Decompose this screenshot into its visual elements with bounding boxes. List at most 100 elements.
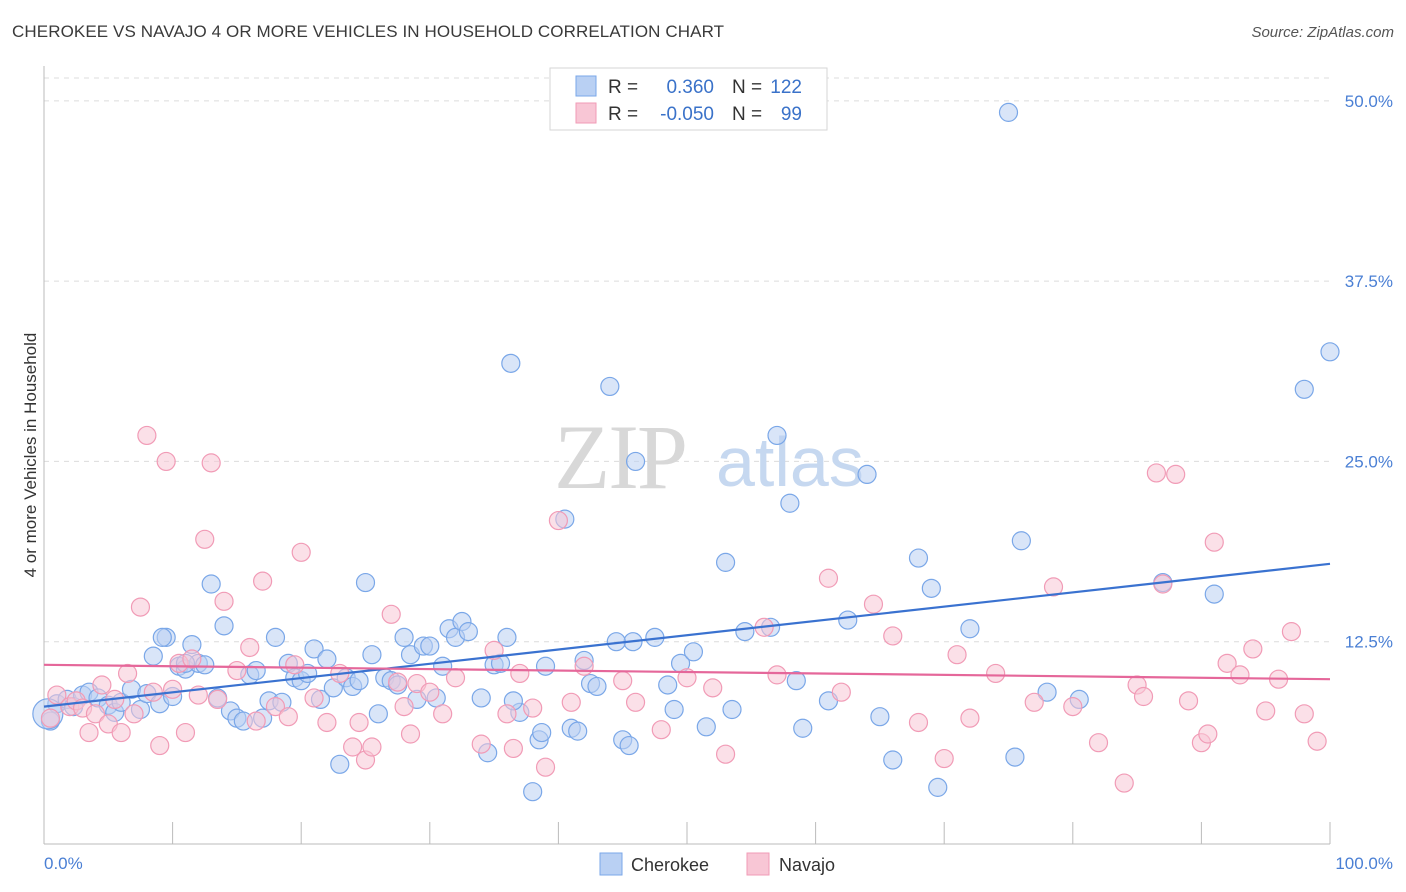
watermark: ZIP atlas — [554, 406, 864, 508]
navajo-point — [818, 568, 839, 588]
navajo-point — [651, 720, 671, 740]
grid-lines — [44, 77, 1330, 643]
navajo-point — [986, 663, 1006, 684]
navajo-point — [1307, 731, 1327, 751]
cherokee-point — [501, 353, 521, 373]
navajo-point — [1133, 686, 1154, 707]
navajo-point — [265, 697, 286, 717]
cherokee-point — [600, 376, 620, 397]
cherokee-point — [619, 735, 639, 756]
legend-swatch-navajo — [575, 102, 597, 124]
y-tick-label: 37.5% — [1345, 272, 1393, 291]
navajo-point — [175, 722, 196, 743]
cherokee-point — [793, 718, 813, 738]
navajo-point — [163, 679, 183, 699]
navajo-point — [1063, 697, 1083, 717]
navajo-trend-line — [43, 663, 1331, 681]
y-tick-label: 50.0% — [1345, 92, 1393, 111]
cherokee-point — [458, 622, 478, 642]
navajo-point — [613, 671, 633, 691]
legend-r-value-navajo: -0.050 — [660, 104, 714, 125]
navajo-point — [92, 675, 112, 695]
chart-title: CHEROKEE VS NAVAJO 4 OR MORE VEHICLES IN… — [12, 22, 725, 41]
y-tick-labels: 12.5% 25.0% 37.5% 50.0% — [1345, 92, 1393, 652]
cherokee-point — [355, 572, 376, 593]
navajo-point — [227, 660, 247, 681]
navajo-point — [1230, 665, 1250, 685]
navajo-point — [1088, 733, 1109, 753]
navajo-point — [1166, 464, 1186, 485]
cherokee-point — [1204, 584, 1224, 604]
cherokee-point — [1005, 747, 1025, 767]
navajo-point — [561, 692, 581, 712]
cherokee-point — [471, 688, 491, 708]
legend-swatch-cherokee — [575, 75, 597, 97]
navajo-point — [484, 640, 504, 660]
navajo-point — [304, 688, 324, 708]
cherokee-point — [786, 671, 806, 691]
bottom-legend-swatch-cherokee — [599, 852, 623, 876]
cherokee-point — [998, 102, 1019, 122]
cherokee-trend-line — [43, 562, 1331, 708]
legend-n-value-cherokee: 122 — [770, 77, 802, 98]
cherokee-point — [960, 619, 980, 639]
navajo-point — [79, 722, 99, 743]
navajo-point — [548, 510, 569, 531]
navajo-point — [574, 656, 594, 676]
navajo-point — [1043, 577, 1064, 597]
cherokee-point — [587, 676, 607, 697]
cherokee-point — [870, 707, 890, 727]
navajo-point — [535, 757, 556, 777]
navajo-point — [1114, 773, 1134, 793]
y-axis-label: 4 or more Vehicles in Household — [21, 333, 40, 578]
x-tick-label-max: 100.0% — [1335, 854, 1393, 873]
navajo-point — [445, 668, 466, 688]
cherokee-point — [715, 552, 736, 572]
watermark-zip: ZIP — [554, 406, 686, 508]
cherokee-point — [735, 622, 755, 642]
cherokee-point — [317, 649, 337, 669]
y-tick-label: 12.5% — [1345, 633, 1393, 652]
cherokee-point — [767, 425, 787, 446]
navajo-point — [1256, 701, 1276, 721]
cherokee-point — [368, 704, 388, 724]
legend-n-label-cherokee: N = — [732, 77, 762, 98]
navajo-point — [124, 704, 144, 724]
navajo-point — [934, 748, 954, 769]
navajo-point — [130, 597, 151, 617]
cherokee-point — [497, 627, 517, 647]
navajo-point — [182, 649, 202, 669]
navajo-point — [253, 571, 273, 591]
cherokee-point — [420, 636, 440, 656]
cherokee-point — [330, 754, 350, 774]
navajo-point — [317, 712, 337, 733]
data-points — [32, 102, 1340, 802]
cherokee-point — [921, 578, 941, 598]
source-label: Source: ZipAtlas.com — [1251, 24, 1394, 41]
cherokee-point — [304, 639, 324, 659]
watermark-atlas: atlas — [716, 423, 864, 501]
cherokee-point — [362, 645, 382, 665]
navajo-point — [137, 425, 157, 446]
navajo-point — [1178, 691, 1199, 711]
bottom-legend-label-navajo: Navajo — [779, 855, 835, 875]
bottom-legend-swatch-navajo — [746, 852, 770, 876]
navajo-point — [1281, 622, 1302, 642]
cherokee-point — [908, 548, 929, 568]
navajo-point — [831, 682, 851, 702]
navajo-point — [388, 672, 408, 692]
cherokee-point — [246, 660, 266, 681]
navajo-point — [433, 704, 453, 724]
navajo-point — [1204, 532, 1224, 552]
navajo-point — [883, 626, 903, 646]
cherokee-point — [349, 671, 369, 691]
cherokee-point — [664, 699, 684, 720]
navajo-point — [117, 663, 138, 684]
cherokee-point — [1294, 379, 1314, 399]
cherokee-point — [265, 627, 286, 647]
navajo-point — [908, 712, 929, 733]
legend-r-value-cherokee: 0.360 — [666, 77, 714, 98]
navajo-point — [715, 744, 736, 764]
navajo-point — [343, 737, 363, 757]
